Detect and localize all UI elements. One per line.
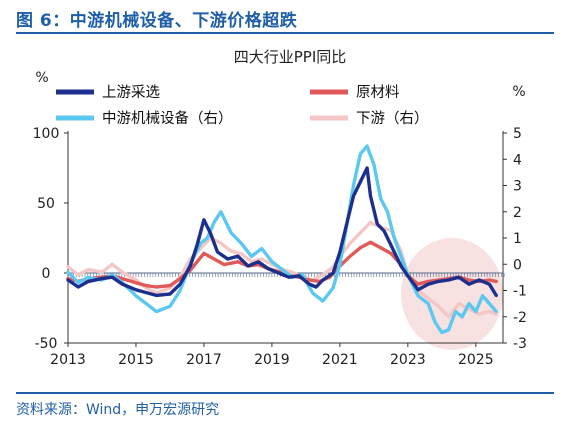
highlight-region	[401, 238, 503, 350]
bottom-rule	[16, 392, 554, 394]
x-tick-label: 2019	[254, 352, 290, 368]
x-tick-label: 2017	[186, 352, 222, 368]
left-tick-label: -50	[35, 336, 58, 352]
chart-title: 四大行业PPI同比	[234, 48, 347, 66]
right-tick-label: 2	[513, 205, 522, 221]
legend-label-1: 原材料	[356, 84, 400, 101]
right-tick-label: 5	[513, 126, 522, 142]
left-tick-label: 0	[42, 266, 51, 282]
legend-label-3: 下游（右）	[356, 110, 429, 127]
x-tick-label: 2015	[118, 352, 154, 368]
x-tick-label: 2023	[390, 352, 426, 368]
right-axis-unit: %	[512, 84, 525, 100]
top-rule	[16, 32, 554, 34]
source-note: 资料来源：Wind，申万宏源研究	[16, 402, 220, 418]
x-tick-label: 2021	[322, 352, 358, 368]
series-line-2	[66, 144, 498, 335]
right-tick-label: 4	[513, 152, 522, 168]
right-tick-label: -1	[513, 284, 527, 300]
right-tick-label: -3	[513, 336, 527, 352]
legend-label-0: 上游采选	[102, 84, 160, 101]
x-tick-label: 2025	[458, 352, 494, 368]
series-line-3	[66, 220, 498, 319]
figure-title: 图 6：中游机械设备、下游价格超跌	[16, 11, 298, 31]
left-axis-unit: %	[35, 70, 48, 86]
x-tick-label: 2013	[50, 352, 86, 368]
ppi-line-chart: 四大行业PPI同比 % % 100 50 0 -50 5 4 3 2 1 0 -1 -2 -3 2013 2…	[33, 48, 527, 368]
left-tick-label: 100	[33, 126, 60, 142]
series-line-0	[66, 166, 498, 298]
left-tick-label: 50	[37, 196, 55, 212]
right-tick-label: 3	[513, 179, 522, 195]
right-tick-label: 1	[513, 231, 522, 247]
right-tick-label: 0	[513, 257, 522, 273]
legend-label-2: 中游机械设备（右）	[102, 110, 233, 127]
right-tick-label: -2	[513, 310, 527, 326]
